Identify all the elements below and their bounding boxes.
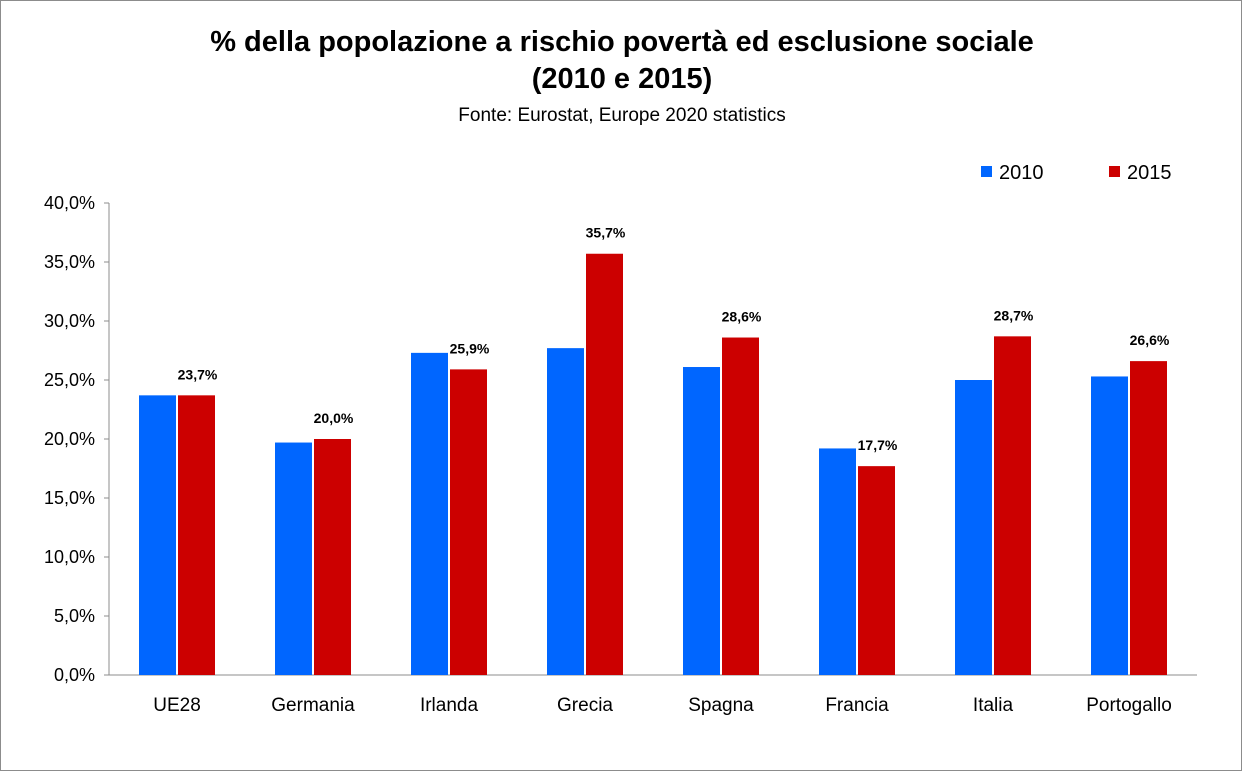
category-label-germania: Germania [271, 695, 355, 716]
bar-2010-portogallo [1091, 376, 1128, 675]
category-label-portogallo: Portogallo [1086, 695, 1172, 716]
bar-2010-spagna [683, 367, 720, 675]
y-tick-label: 30,0% [44, 311, 95, 331]
category-label-irlanda: Irlanda [420, 695, 479, 716]
data-labels: 23,7% 20,0% 25,9% 35,7% 28,6% 17,7% 28,7% 26,6% [178, 225, 1170, 453]
bar-2010-irlanda [411, 352, 448, 675]
legend-swatch-2010 [981, 166, 992, 177]
bar-2015-grecia [586, 253, 623, 676]
y-tick-label: 20,0% [44, 429, 95, 449]
y-tick-label: 35,0% [44, 252, 95, 272]
data-label-2015-irlanda: 25,9% [450, 340, 490, 356]
y-tick-label: 5,0% [54, 606, 95, 626]
legend-swatch-2015 [1109, 166, 1120, 177]
category-label-italia: Italia [973, 695, 1014, 716]
category-label-ue28: UE28 [153, 695, 201, 716]
data-label-2015-portogallo: 26,6% [1130, 332, 1170, 348]
data-label-2015-ue28: 23,7% [178, 366, 218, 382]
bar-2015-italia [994, 336, 1031, 675]
bar-2010-francia [819, 448, 856, 675]
data-label-2015-spagna: 28,6% [722, 309, 762, 325]
chart-subtitle: Fonte: Eurostat, Europe 2020 statistics [458, 105, 785, 126]
category-label-grecia: Grecia [557, 695, 613, 716]
bar-2010-ue28 [139, 395, 176, 675]
bars [139, 253, 1167, 676]
bar-2015-francia [858, 466, 895, 675]
y-axis: 0,0% 5,0% 10,0% 15,0% 20,0% 25,0% 30,0% 35,0% 40… [44, 193, 110, 685]
data-label-2015-francia: 17,7% [858, 437, 898, 453]
bar-2015-germania [314, 439, 351, 675]
y-tick-label: 0,0% [54, 665, 95, 685]
bar-2010-italia [955, 380, 992, 675]
y-tick-label: 15,0% [44, 488, 95, 508]
bar-2015-irlanda [450, 369, 487, 675]
bar-2015-portogallo [1130, 361, 1167, 675]
legend: 2010 2015 [981, 162, 1172, 184]
bar-2015-spagna [722, 337, 759, 675]
data-label-2015-germania: 20,0% [314, 410, 354, 426]
category-labels: UE28 Germania Irlanda Grecia Spagna Francia It… [153, 695, 1172, 716]
category-label-francia: Francia [825, 695, 889, 716]
bar-2015-ue28 [178, 395, 215, 675]
data-label-2015-grecia: 35,7% [586, 225, 626, 241]
legend-label-2010: 2010 [999, 162, 1044, 184]
data-label-2015-italia: 28,7% [994, 307, 1034, 323]
legend-label-2015: 2015 [1127, 162, 1172, 184]
bar-2010-grecia [547, 348, 584, 675]
y-tick-label: 40,0% [44, 193, 95, 213]
chart-title: % della popolazione a rischio povertà ed… [210, 26, 1034, 58]
y-tick-label: 25,0% [44, 370, 95, 390]
y-tick-label: 10,0% [44, 547, 95, 567]
category-label-spagna: Spagna [688, 695, 754, 716]
bar-2010-germania [275, 442, 312, 675]
chart-title-years: (2010 e 2015) [532, 63, 713, 95]
